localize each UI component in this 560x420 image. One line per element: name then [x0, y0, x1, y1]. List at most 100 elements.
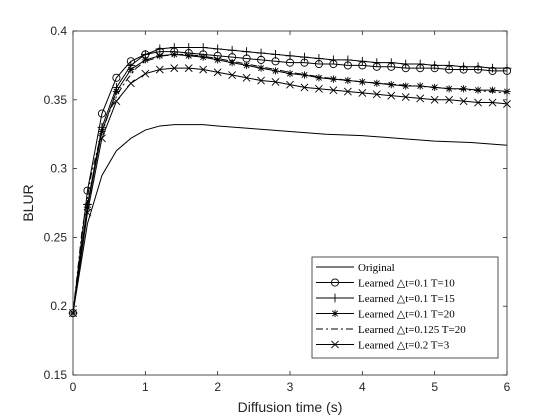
data-point	[112, 73, 121, 82]
data-point	[126, 79, 135, 88]
data-point	[459, 62, 468, 72]
legend-label: Learned △t=0.2 T=3	[358, 340, 450, 352]
data-point	[402, 82, 410, 90]
y-tick-label: 0.35	[44, 93, 68, 107]
y-tick-label: 0.4	[50, 24, 67, 38]
data-point	[387, 91, 396, 100]
x-tick-label: 3	[287, 380, 294, 394]
data-point	[401, 59, 411, 69]
data-point	[141, 69, 150, 78]
legend-marker	[330, 278, 340, 287]
data-point	[444, 61, 454, 70]
data-point	[83, 208, 92, 217]
data-point	[155, 65, 164, 74]
data-point	[170, 64, 179, 73]
y-tick-label: 0.25	[44, 230, 68, 244]
series-6	[69, 64, 511, 317]
data-point	[459, 97, 468, 106]
data-point	[474, 86, 482, 94]
data-point	[185, 52, 193, 60]
data-point	[358, 89, 367, 97]
legend-label: Learned △t=0.125 T=20	[358, 324, 466, 336]
data-point	[214, 56, 222, 64]
y-tick-label: 0.2	[50, 299, 67, 313]
data-point	[300, 71, 309, 79]
legend-marker	[331, 309, 339, 318]
data-point	[329, 86, 338, 95]
series-3	[68, 43, 512, 318]
data-point	[315, 84, 323, 93]
data-point	[286, 70, 294, 78]
data-point	[243, 61, 251, 69]
y-tick-label: 0.15	[44, 368, 68, 382]
data-point	[271, 77, 280, 86]
data-point	[97, 109, 106, 118]
legend-marker	[331, 340, 339, 349]
data-point	[387, 81, 395, 89]
legend-marker	[330, 293, 340, 303]
data-point	[372, 58, 382, 68]
data-point	[473, 62, 483, 72]
series-line	[72, 124, 508, 314]
data-point	[199, 53, 207, 61]
data-point	[271, 67, 280, 75]
data-point	[199, 65, 208, 74]
data-point	[286, 80, 294, 89]
data-point	[155, 44, 165, 54]
data-point	[343, 55, 353, 65]
data-point	[141, 56, 149, 64]
data-point	[213, 44, 223, 54]
legend: Original Learned △t=0.1 T=10 Learned △t=0.…	[311, 256, 499, 359]
data-point	[156, 52, 164, 60]
data-point	[127, 65, 135, 74]
data-point	[343, 87, 352, 96]
data-point	[430, 61, 440, 70]
data-point	[271, 49, 280, 59]
legend-label: Learned △t=0.1 T=10	[358, 278, 455, 290]
data-point	[242, 73, 251, 82]
data-point	[300, 83, 309, 92]
series-5	[72, 53, 508, 314]
data-point	[256, 48, 266, 58]
data-point	[83, 203, 92, 211]
data-point	[373, 79, 381, 87]
data-point	[213, 68, 222, 77]
x-tick-label: 5	[431, 380, 438, 394]
data-point	[358, 78, 366, 86]
data-point	[184, 43, 194, 52]
data-point	[430, 95, 439, 104]
x-tick-label: 6	[504, 380, 511, 394]
data-point	[227, 45, 237, 55]
data-point	[460, 85, 468, 93]
data-point	[112, 87, 120, 96]
series-layer	[68, 43, 512, 318]
data-point	[198, 43, 208, 52]
data-point	[474, 98, 482, 107]
data-point	[315, 74, 323, 82]
legend-entry: Learned △t=0.1 T=15	[316, 293, 455, 305]
data-point	[242, 47, 251, 57]
data-point	[415, 59, 425, 69]
data-point	[488, 98, 497, 107]
data-point	[228, 71, 237, 79]
axes-layer: 0 1 2 3 4 5 6 0.15 0.2 0.25 0.3 0.35 0.4	[44, 24, 511, 394]
data-point	[300, 52, 309, 62]
data-point	[329, 75, 337, 83]
data-point	[112, 97, 121, 106]
y-axis-label: BLUR	[20, 184, 36, 221]
data-point	[445, 95, 454, 104]
x-tick-label: 2	[214, 380, 221, 394]
legend-entry: Learned △t=0.125 T=20	[316, 324, 466, 336]
legend-label: Original	[358, 262, 395, 274]
legend-entry: Learned △t=0.1 T=10	[316, 278, 455, 290]
data-point	[357, 56, 367, 66]
data-point	[228, 59, 236, 67]
data-point	[257, 64, 265, 72]
data-point	[329, 55, 338, 65]
data-point	[98, 127, 106, 136]
legend-entry: Original	[316, 262, 395, 274]
data-point	[184, 64, 193, 73]
legend-label: Learned △t=0.1 T=20	[358, 309, 455, 321]
x-tick-label: 4	[359, 380, 366, 394]
